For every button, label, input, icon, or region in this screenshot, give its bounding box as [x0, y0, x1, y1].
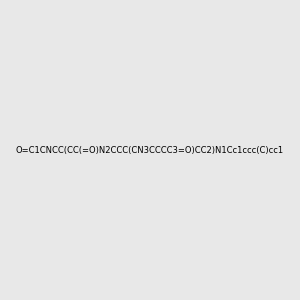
- Text: O=C1CNCC(CC(=O)N2CCC(CN3CCCC3=O)CC2)N1Cc1ccc(C)cc1: O=C1CNCC(CC(=O)N2CCC(CN3CCCC3=O)CC2)N1Cc…: [16, 146, 284, 154]
